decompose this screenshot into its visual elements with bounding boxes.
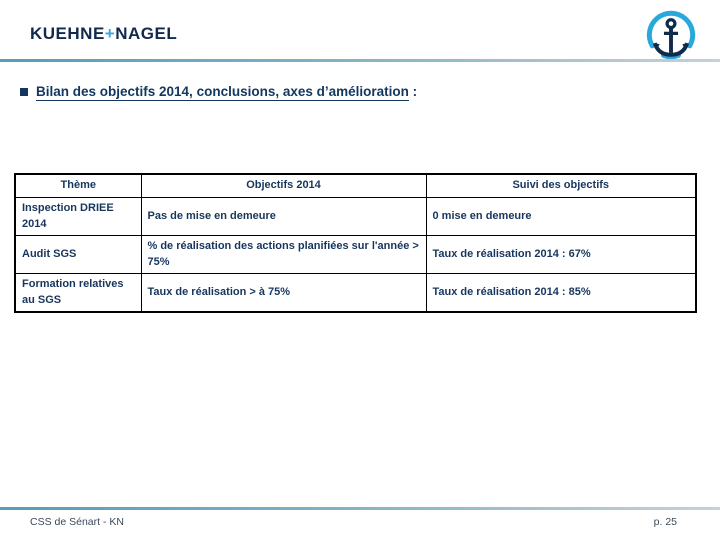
logo-text-kuehne: KUEHNE	[30, 24, 105, 43]
slide-title-text: Bilan des objectifs 2014, conclusions, a…	[36, 84, 409, 101]
table-row: Formation relatives au SGS Taux de réali…	[14, 273, 697, 313]
cell-theme: Inspection DRIEE 2014	[14, 197, 142, 236]
logo-text-nagel: NAGEL	[115, 24, 178, 43]
objectives-table: Thème Objectifs 2014 Suivi des objectifs…	[14, 173, 697, 313]
cell-suivi: 0 mise en demeure	[425, 197, 697, 236]
kuehne-nagel-logo: KUEHNE+NAGEL	[30, 24, 177, 44]
cell-suivi: Taux de réalisation 2014 : 85%	[425, 273, 697, 313]
cell-theme: Formation relatives au SGS	[14, 273, 142, 313]
anchor-icon	[646, 10, 696, 60]
table-row: Inspection DRIEE 2014 Pas de mise en dem…	[14, 197, 697, 236]
column-header-objectifs: Objectifs 2014	[140, 173, 427, 198]
column-header-suivi: Suivi des objectifs	[425, 173, 697, 198]
logo-plus: +	[104, 24, 116, 43]
footer-divider	[0, 507, 720, 510]
cell-objectif: Taux de réalisation > à 75%	[140, 273, 427, 313]
column-header-theme: Thème	[14, 173, 142, 198]
table-header-row: Thème Objectifs 2014 Suivi des objectifs	[14, 173, 697, 198]
square-bullet-icon	[20, 87, 28, 96]
slide-title: Bilan des objectifs 2014, conclusions, a…	[20, 84, 418, 101]
slide-title-colon: :	[408, 84, 418, 99]
cell-suivi: Taux de réalisation 2014 : 67%	[425, 235, 697, 274]
cell-objectif: Pas de mise en demeure	[140, 197, 427, 236]
table-row: Audit SGS % de réalisation des actions p…	[14, 235, 697, 274]
cell-theme: Audit SGS	[14, 235, 142, 274]
cell-objectif: % de réalisation des actions planifiées …	[140, 235, 427, 274]
header-divider	[0, 59, 720, 62]
page-number: p. 25	[653, 516, 677, 528]
footer-author: CSS de Sénart - KN	[30, 516, 124, 528]
